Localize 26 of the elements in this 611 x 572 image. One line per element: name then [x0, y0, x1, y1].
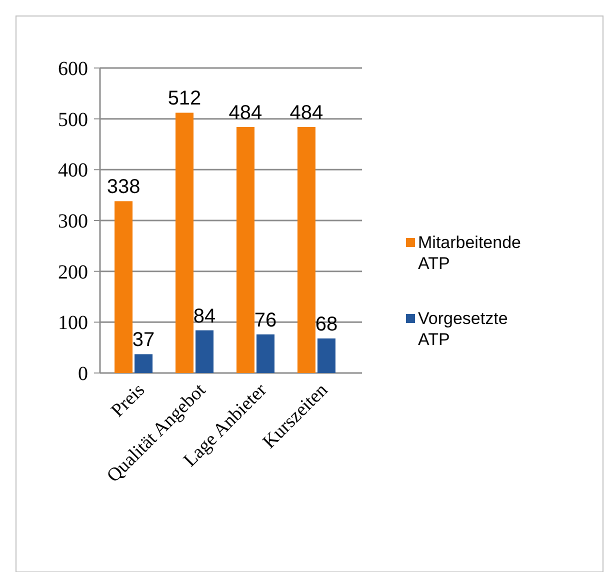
- y-tick-label: 400: [58, 160, 88, 182]
- bar: [236, 126, 254, 373]
- data-label: 68: [315, 313, 338, 336]
- y-tick-label: 600: [58, 58, 88, 80]
- data-label: 37: [132, 329, 155, 352]
- data-label: 338: [106, 176, 140, 198]
- bar: [196, 330, 214, 373]
- bar: [134, 354, 153, 373]
- legend-label: Mitarbeitende ATP: [418, 233, 522, 273]
- data-label: 512: [168, 88, 202, 110]
- y-tick-label: 100: [58, 312, 88, 334]
- y-tick-label: 500: [58, 108, 88, 131]
- legend-label: Vorgesetzte ATP: [418, 309, 508, 349]
- y-tick-label: 0: [78, 363, 88, 385]
- data-label: 76: [254, 309, 277, 332]
- bar: [317, 338, 336, 373]
- y-tick-label: 300: [58, 210, 88, 232]
- x-tick-label: Preis: [107, 380, 150, 422]
- bar: [297, 126, 316, 373]
- y-tick-label: 200: [58, 261, 88, 284]
- bar: [114, 201, 133, 373]
- bar: [176, 112, 194, 373]
- bar: [256, 334, 274, 373]
- data-label: 484: [290, 102, 324, 124]
- data-label: 84: [193, 305, 216, 328]
- data-label: 484: [228, 102, 262, 124]
